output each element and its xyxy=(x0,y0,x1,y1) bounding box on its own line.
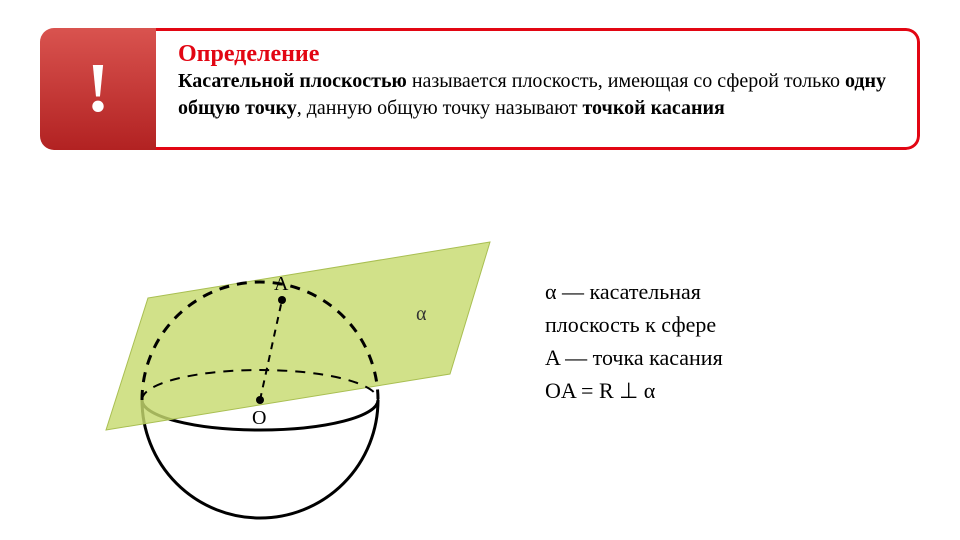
definition-title: Определение xyxy=(178,41,895,68)
label-a: A xyxy=(274,273,289,295)
definition-callout: ! Определение Касательной плоскостью наз… xyxy=(40,28,920,150)
definition-body: Определение Касательной плоскостью назыв… xyxy=(156,28,920,150)
label-o: O xyxy=(252,407,266,429)
definition-text-part: , данную общую точку называют xyxy=(297,97,583,119)
tangent-plane xyxy=(106,242,490,430)
point-o xyxy=(256,396,264,404)
explanation-line: плоскость к сфере xyxy=(545,308,723,341)
definition-text: Касательной плоскостью называется плоско… xyxy=(178,68,895,122)
diagram-svg: O Aα xyxy=(60,190,500,520)
tangent-plane-diagram: O Aα xyxy=(60,190,500,520)
definition-text-part: Касательной плоскостью xyxy=(178,70,407,92)
exclamation-icon: ! xyxy=(40,28,156,150)
definition-text-part: называется плоскость, имеющая со сферой … xyxy=(407,70,845,92)
definition-text-part: точкой касания xyxy=(583,97,725,119)
label-alpha: α xyxy=(416,303,427,325)
explanation-line: OA = R ⊥ α xyxy=(545,374,723,407)
explanation-line: A — точка касания xyxy=(545,341,723,374)
explanation-block: α — касательнаяплоскость к сфереA — точк… xyxy=(545,275,723,407)
explanation-line: α — касательная xyxy=(545,275,723,308)
point-a xyxy=(278,296,286,304)
exclamation-glyph: ! xyxy=(86,49,109,129)
